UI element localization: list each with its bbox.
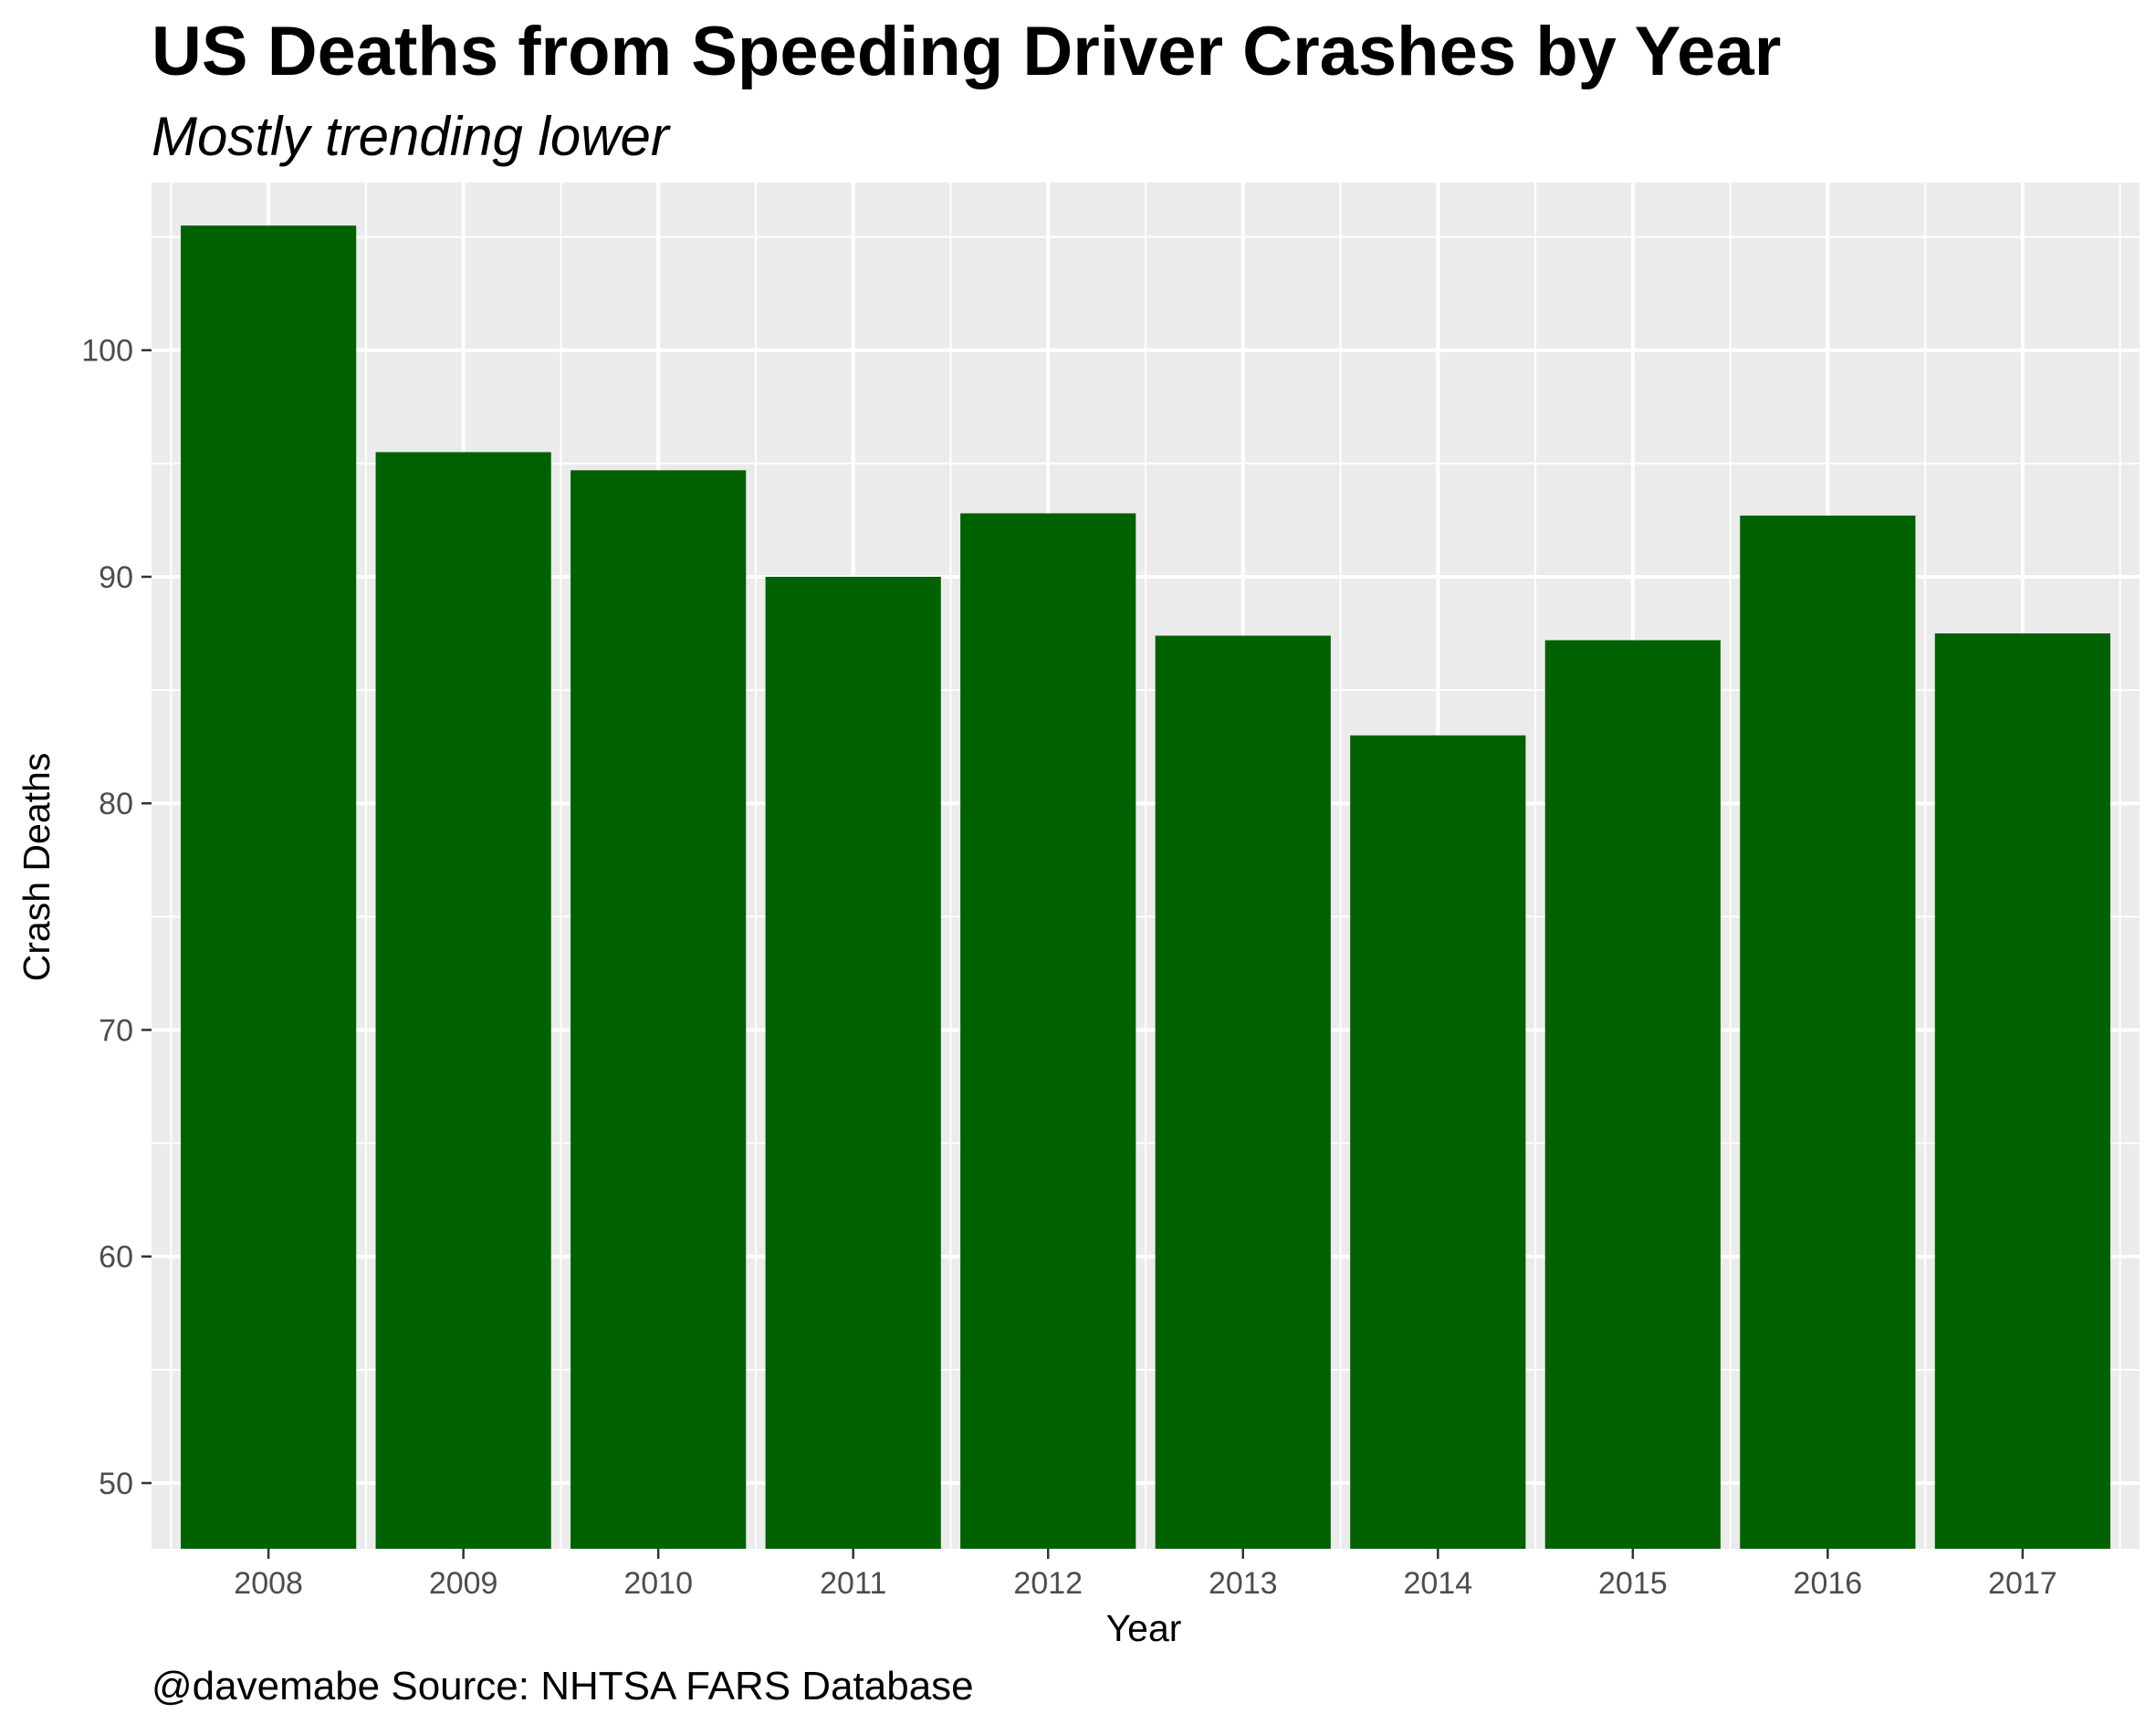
x-tick-label: 2014 xyxy=(1403,1566,1472,1601)
x-tick-label: 2017 xyxy=(1988,1566,2057,1601)
x-tick-label: 2012 xyxy=(1013,1566,1083,1601)
y-tick-label: 100 xyxy=(81,334,133,369)
x-tick-label: 2016 xyxy=(1794,1566,1863,1601)
x-tick-label: 2008 xyxy=(234,1566,303,1601)
y-tick-label: 70 xyxy=(99,1013,133,1048)
chart-caption: @davemabe Source: NHTSA FARS Database xyxy=(152,1664,974,1708)
bar-2015 xyxy=(1544,640,1721,1549)
bar-2016 xyxy=(1740,515,1916,1549)
x-tick-label: 2010 xyxy=(623,1566,693,1601)
chart-subtitle: Mostly trending lower xyxy=(152,106,671,167)
y-tick-label: 90 xyxy=(99,560,133,595)
y-tick-label: 60 xyxy=(99,1240,133,1275)
bars xyxy=(181,225,2110,1549)
bar-2017 xyxy=(1934,633,2110,1549)
y-axis-label: Crash Deaths xyxy=(16,753,58,982)
y-tick-label: 50 xyxy=(99,1467,133,1501)
bar-2011 xyxy=(765,576,941,1549)
bar-2014 xyxy=(1350,735,1526,1549)
x-axis-label: Year xyxy=(1106,1607,1182,1649)
bar-2012 xyxy=(960,513,1136,1549)
y-axis: 50 60 70 80 90 100 xyxy=(81,334,152,1501)
x-tick-label: 2011 xyxy=(820,1566,886,1601)
x-tick-label: 2009 xyxy=(429,1566,498,1601)
bar-2008 xyxy=(181,225,357,1549)
bar-2010 xyxy=(570,470,747,1549)
x-tick-label: 2013 xyxy=(1209,1566,1278,1601)
y-tick-label: 80 xyxy=(99,787,133,821)
bar-2013 xyxy=(1155,635,1331,1549)
x-axis: 2008 2009 2010 2011 2012 2013 2014 2015 2016 2017 xyxy=(234,1549,2057,1601)
bar-2009 xyxy=(375,452,551,1549)
x-tick-label: 2015 xyxy=(1598,1566,1668,1601)
chart-title: US Deaths from Speeding Driver Crashes b… xyxy=(152,13,1781,90)
